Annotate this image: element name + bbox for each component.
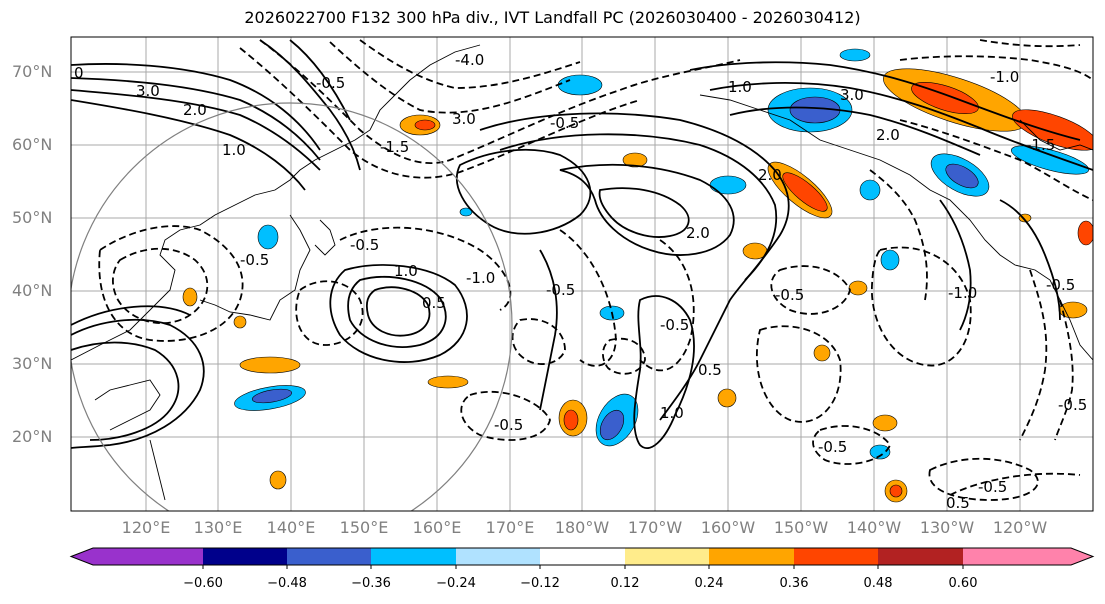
- colorbar-tick: −0.36: [351, 576, 391, 591]
- lon-label-140e: 140°E: [266, 518, 316, 537]
- lon-label-130e: 130°E: [193, 518, 243, 537]
- colorbar-tick: 0.24: [694, 576, 724, 591]
- contour-label: -0.5: [978, 478, 1007, 496]
- lat-label-70n: 70°N: [12, 62, 53, 81]
- lon-label-140w: 140°W: [846, 518, 902, 537]
- colorbar-tick: 0.36: [779, 576, 809, 591]
- colorbar-tick: 0.48: [863, 576, 893, 591]
- contour-label: 2.0: [686, 224, 710, 242]
- contour-label: 0.5: [698, 361, 722, 379]
- divergence-shading: [182, 48, 1093, 503]
- lon-label-160e: 160°E: [412, 518, 462, 537]
- grid-lines: [71, 37, 1093, 511]
- lat-label-40n: 40°N: [12, 281, 53, 300]
- contour-label: -0.5: [240, 251, 269, 269]
- lon-label-180w: 180°W: [554, 518, 610, 537]
- contour-label: -0.5: [350, 236, 379, 254]
- lat-label-60n: 60°N: [12, 135, 53, 154]
- contour-label: -0.5: [550, 114, 579, 132]
- contour-label: -1.0: [466, 269, 495, 287]
- contour-label: 1.0: [728, 78, 752, 96]
- contour-label: -0.5: [494, 416, 523, 434]
- lon-label-120e: 120°E: [121, 518, 171, 537]
- contour-label: 0: [74, 64, 84, 82]
- lon-label-150e: 150°E: [339, 518, 389, 537]
- contour-label: 0.5: [422, 294, 446, 312]
- contour-label: 3.0: [840, 86, 864, 104]
- lon-label-130w: 130°W: [919, 518, 975, 537]
- contour-label: 3.0: [136, 82, 160, 100]
- lat-label-50n: 50°N: [12, 208, 53, 227]
- contour-label: -1.5: [1026, 136, 1055, 154]
- colorbar-tick: 0.12: [610, 576, 640, 591]
- colorbar-tick: −0.60: [183, 576, 223, 591]
- contour-labels: 0 3.0 2.0 1.0 -0.5 -4.0 3.0 -1.5 -0.5 1.…: [74, 51, 1087, 512]
- contour-label: -0.5: [546, 281, 575, 299]
- lon-label-170e: 170°E: [485, 518, 535, 537]
- lat-label-30n: 30°N: [12, 354, 53, 373]
- map-title: 2026022700 F132 300 hPa div., IVT Landfa…: [244, 8, 861, 27]
- contour-label: -1.5: [380, 138, 409, 156]
- lon-label-120w: 120°W: [992, 518, 1048, 537]
- contour-label: -0.5: [1046, 276, 1075, 294]
- colorbar-tick: −0.24: [436, 576, 476, 591]
- lon-label-150w: 150°W: [773, 518, 829, 537]
- contour-label: 2.0: [183, 101, 207, 119]
- colorbar-tick: 0.60: [948, 576, 978, 591]
- contour-label: 1.0: [660, 404, 684, 422]
- contour-label: 2.0: [758, 166, 782, 184]
- colorbar-tick: −0.12: [520, 576, 560, 591]
- contour-label: -0.5: [775, 286, 804, 304]
- contour-label: -1.0: [990, 68, 1019, 86]
- contour-label: -0.5: [660, 316, 689, 334]
- range-circle: [71, 102, 513, 511]
- contour-label: -0.5: [316, 74, 345, 92]
- contour-label: -4.0: [455, 51, 484, 69]
- contour-label: -0.5: [818, 438, 847, 456]
- contour-label: 0.5: [946, 494, 970, 512]
- lon-label-160w: 160°W: [700, 518, 756, 537]
- contour-label: 1.0: [222, 141, 246, 159]
- contour-label: -1.0: [948, 284, 977, 302]
- contour-label: 3.0: [452, 110, 476, 128]
- contour-label: 2.0: [876, 126, 900, 144]
- map-frame: [70, 36, 1094, 512]
- lat-label-20n: 20°N: [12, 427, 53, 446]
- contour-label: 1.0: [394, 262, 418, 280]
- colorbar-tick: −0.48: [267, 576, 307, 591]
- contour-label: -0.5: [1058, 396, 1087, 414]
- lon-label-170w: 170°W: [627, 518, 683, 537]
